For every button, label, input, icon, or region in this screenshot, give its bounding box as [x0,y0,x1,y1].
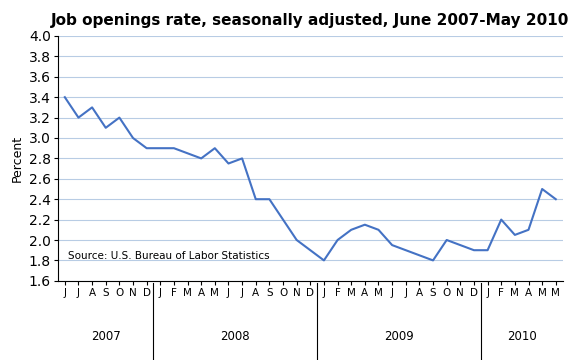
Title: Job openings rate, seasonally adjusted, June 2007-May 2010: Job openings rate, seasonally adjusted, … [51,13,570,28]
Text: 2010: 2010 [507,330,536,343]
Text: Source: U.S. Bureau of Labor Statistics: Source: U.S. Bureau of Labor Statistics [68,251,270,261]
Text: 2008: 2008 [220,330,250,343]
Y-axis label: Percent: Percent [10,135,23,182]
Text: 2007: 2007 [91,330,121,343]
Text: 2009: 2009 [384,330,414,343]
